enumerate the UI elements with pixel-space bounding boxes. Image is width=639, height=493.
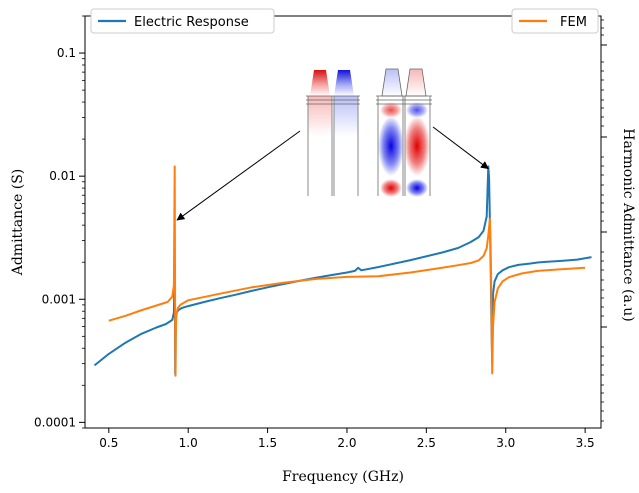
annotation-arrow [432, 126, 489, 170]
inset-mode-2 [376, 68, 432, 197]
legend-left: Electric Response [90, 8, 275, 34]
legend-right: FEM [511, 8, 599, 34]
y-tick-label: 0.001 [42, 292, 76, 306]
series-line-electric-response [93, 165, 592, 377]
y-tick-label: 0.1 [57, 46, 76, 60]
y-tick-label: 0.0001 [34, 415, 76, 429]
x-tick-label: 2.5 [417, 436, 436, 450]
x-tick-label: 3.5 [576, 436, 595, 450]
x-axis: 0.5 1.0 1.5 2.0 2.5 3.0 3.5 [99, 428, 595, 450]
y2-axis [601, 19, 607, 422]
series-layer [93, 165, 592, 377]
legend-label-electric: Electric Response [134, 15, 249, 30]
plot-frame [84, 15, 602, 429]
x-tick-label: 2.0 [337, 436, 356, 450]
annotation-layer [176, 126, 489, 221]
legend-label-fem: FEM [560, 15, 587, 30]
x-tick-label: 0.5 [99, 436, 118, 450]
x-tick-label: 3.0 [496, 436, 515, 450]
y2-axis-label: Harmonic Admittance (a.u) [620, 128, 636, 322]
x-tick-label: 1.0 [179, 436, 198, 450]
y-axis-label: Admittance (S) [10, 169, 26, 277]
y-tick-label: 0.01 [49, 169, 76, 183]
series-line-fem [108, 165, 586, 377]
x-axis-label: Frequency (GHz) [282, 469, 404, 485]
inset-mode-1 [306, 70, 360, 196]
y-axis: 0.0001 0.001 0.01 0.1 [34, 15, 85, 429]
annotation-arrow [176, 130, 301, 221]
x-tick-label: 1.5 [258, 436, 277, 450]
